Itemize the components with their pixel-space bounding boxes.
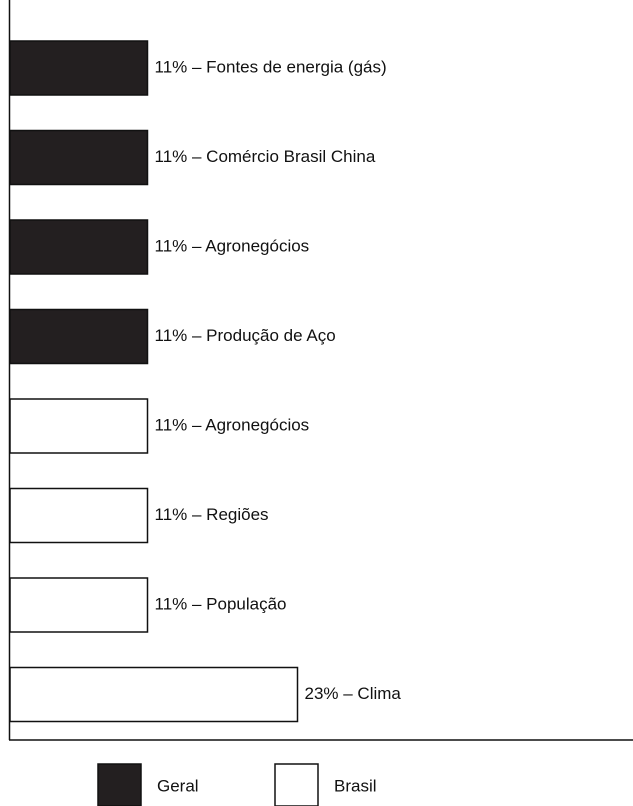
bar — [9, 308, 149, 365]
bar-label: 11% – Comércio Brasil China — [155, 147, 376, 166]
bar — [9, 577, 149, 633]
bar — [9, 219, 149, 275]
bar-label: 11% – Regiões — [155, 505, 269, 524]
bar-label: 11% – População — [155, 594, 287, 613]
bar-label: 11% – Produção de Aço — [155, 326, 336, 345]
bar-label: 11% – Agronegócios — [155, 415, 310, 434]
legend-swatch — [274, 763, 319, 806]
bar-label: 11% – Fontes de energia (gás) — [155, 57, 387, 76]
legend-label: Geral — [157, 776, 199, 795]
bar — [9, 129, 149, 186]
legend-label: Brasil — [334, 776, 377, 795]
bar — [9, 398, 149, 454]
legend-swatch — [97, 763, 142, 806]
bar — [9, 487, 149, 544]
bar — [9, 40, 149, 96]
bar-label: 11% – Agronegócios — [155, 236, 310, 255]
bar — [9, 666, 299, 723]
bar-label: 23% – Clima — [305, 684, 402, 703]
